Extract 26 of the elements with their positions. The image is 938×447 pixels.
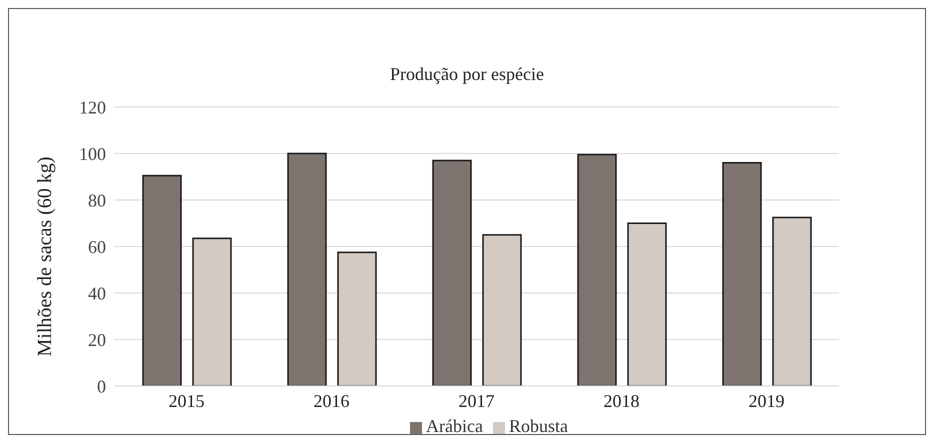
y-tick-label: 0 [97,376,106,396]
bar [577,154,617,386]
bar [142,174,182,386]
y-tick-label: 40 [88,283,106,304]
legend-label: Robusta [508,416,568,436]
x-tick-label: 2016 [314,390,350,411]
y-axis-title: Milhões de sacas (60 kg) [34,156,56,356]
y-tick-label: 20 [88,330,106,350]
bar [432,160,472,386]
bar [287,152,327,386]
legend-label: Arábica [426,416,483,436]
x-tick-label: 2017 [458,390,494,411]
y-tick-label: 60 [88,236,106,257]
y-tick-label: 100 [79,144,106,164]
bar [337,252,377,386]
y-tick-label: 120 [79,97,106,118]
x-tick-label: 2015 [168,390,204,411]
y-tick-label: 80 [88,190,106,210]
x-tick-label: 2018 [604,390,640,411]
bar [772,216,812,386]
bar [627,222,667,386]
x-tick-label: 2019 [748,390,784,411]
chart-title: Produção por espécie [389,64,545,85]
bar [722,162,762,386]
bar [192,238,232,386]
bar [482,234,522,386]
